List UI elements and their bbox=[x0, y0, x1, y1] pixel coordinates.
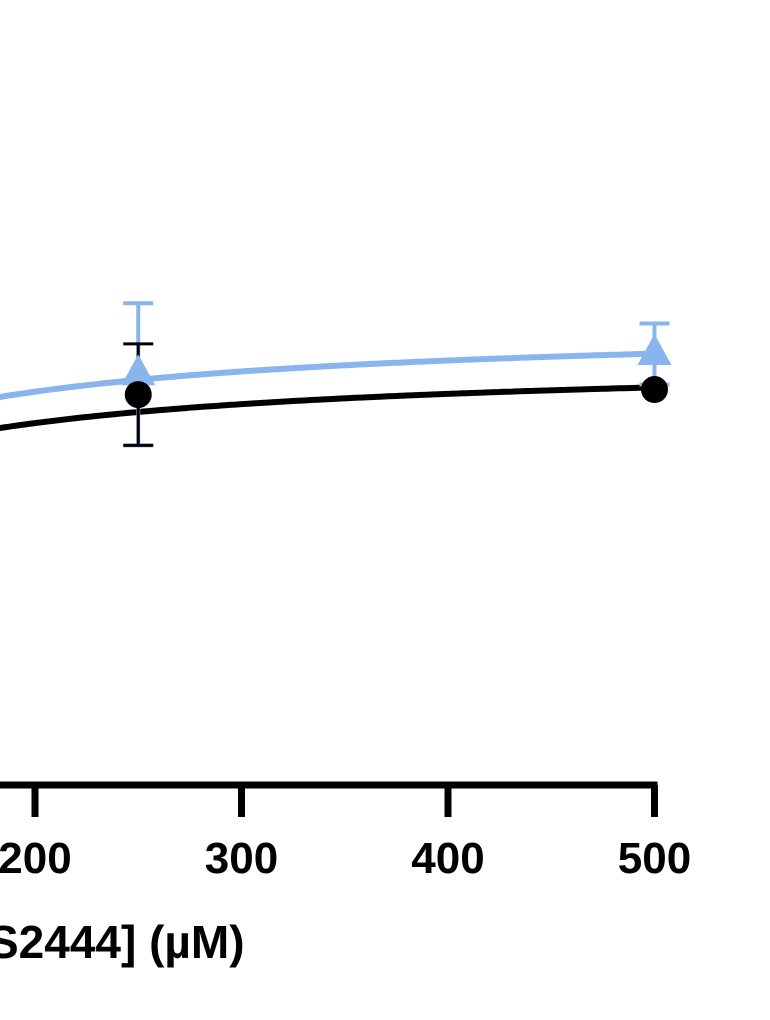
x-axis-title: S2444] (µM) bbox=[0, 916, 245, 968]
triangle-marker-2 bbox=[637, 334, 672, 365]
x-tick-label-400: 400 bbox=[411, 834, 484, 883]
circle-marker-2 bbox=[641, 376, 668, 404]
x-tick-label-200: 200 bbox=[0, 834, 72, 883]
x-axis-ticks: 200 300 400 500 bbox=[0, 785, 691, 883]
x-tick-label-500: 500 bbox=[618, 834, 691, 883]
fit-curve-series-2 bbox=[0, 350, 653, 401]
data-markers bbox=[121, 334, 672, 409]
triangle-marker-1 bbox=[121, 354, 156, 386]
circle-marker-1 bbox=[124, 381, 152, 409]
x-tick-label-300: 300 bbox=[205, 834, 278, 883]
fit-curve-series-1 bbox=[0, 384, 653, 432]
fit-curves bbox=[0, 350, 653, 432]
